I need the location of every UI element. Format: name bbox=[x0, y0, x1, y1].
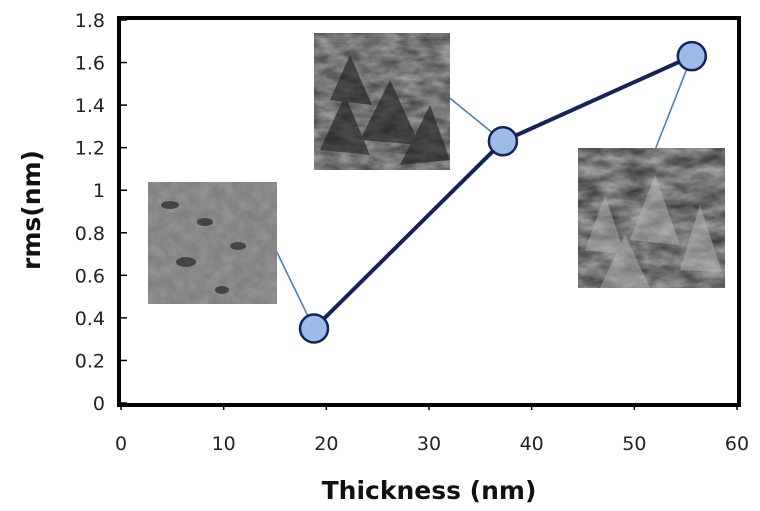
series-points bbox=[298, 40, 708, 344]
x-tick-label: 20 bbox=[314, 433, 338, 455]
y-tick-label: 1.8 bbox=[75, 10, 105, 32]
sem-image-thick-film bbox=[578, 148, 725, 288]
x-tick-label: 30 bbox=[417, 433, 441, 455]
y-tick-label: 0.8 bbox=[75, 223, 105, 245]
x-axis: 0 10 20 30 40 50 60 bbox=[115, 403, 749, 455]
y-tick-label: 1.2 bbox=[75, 138, 105, 160]
annotation-leader-line bbox=[654, 55, 693, 151]
x-tick-label: 10 bbox=[212, 433, 236, 455]
y-tick-label: 1.4 bbox=[75, 95, 105, 117]
y-axis: 0 0.2 0.4 0.6 0.8 1 1.2 1.4 1.6 1.8 bbox=[75, 10, 127, 415]
data-point bbox=[676, 40, 708, 72]
y-tick-label: 1.6 bbox=[75, 53, 105, 75]
x-tick-label: 40 bbox=[520, 433, 544, 455]
x-tick-label: 0 bbox=[115, 433, 127, 455]
y-tick-label: 1 bbox=[93, 180, 105, 202]
data-point bbox=[487, 126, 519, 157]
y-tick-label: 0.4 bbox=[75, 308, 105, 330]
y-tick-label: 0.6 bbox=[75, 265, 105, 287]
data-point bbox=[298, 313, 330, 344]
x-tick-label: 50 bbox=[622, 433, 646, 455]
sem-image-medium-film bbox=[314, 33, 450, 170]
y-tick-label: 0 bbox=[93, 393, 105, 415]
x-axis-title: Thickness (nm) bbox=[322, 476, 537, 505]
annotation-leader-line bbox=[269, 237, 315, 329]
y-axis-title: rms(nm) bbox=[17, 150, 46, 270]
sem-image-thin-film bbox=[148, 182, 277, 304]
y-tick-label: 0.2 bbox=[75, 350, 105, 372]
x-tick-label: 60 bbox=[725, 433, 749, 455]
